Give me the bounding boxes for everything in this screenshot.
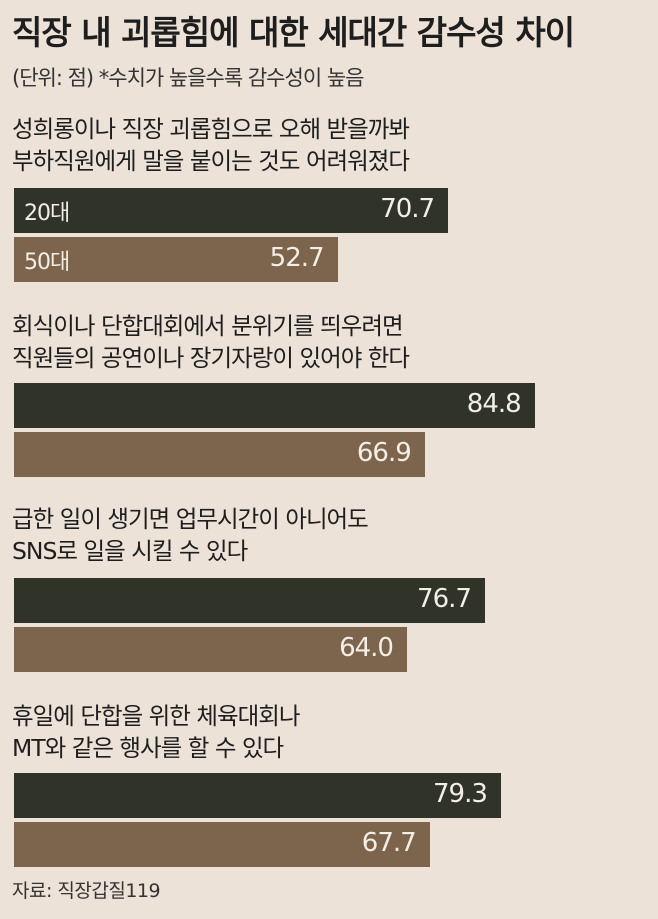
bar-20대-1: 20대 70.7	[14, 188, 449, 233]
bar-20대-4: 79.3	[14, 773, 501, 818]
category-label: 급한 일이 생기면 업무시간이 아니어도 SNS로 일을 시킬 수 있다	[12, 505, 369, 565]
bar-50대-4: 67.7	[14, 822, 430, 867]
bar-20대-3: 76.7	[14, 578, 485, 623]
data-label: 67.7	[361, 828, 417, 858]
data-label: 64.0	[339, 633, 394, 663]
data-label: 84.8	[466, 389, 522, 419]
chart-subtitle: (단위: 점) *수치가 높을수록 감수성이 높음	[12, 66, 364, 90]
data-label: 66.9	[356, 438, 412, 468]
bar-20대-2: 84.8	[14, 383, 535, 428]
category-label: 휴일에 단합을 위한 체육대회나 MT와 같은 행사를 할 수 있다	[12, 702, 300, 762]
category-label: 성희롱이나 직장 괴롭힘으로 오해 받을까봐 부하직원에게 말을 붙이는 것도 …	[12, 115, 410, 175]
series-label: 20대	[24, 201, 70, 226]
data-label: 52.7	[269, 243, 325, 273]
data-label: 79.3	[433, 779, 488, 809]
bar-50대-1: 50대 52.7	[14, 237, 338, 282]
category-label: 회식이나 단합대회에서 분위기를 띄우려면 직원들의 공연이나 장기자랑이 있어…	[12, 312, 410, 372]
bar-50대-2: 66.9	[14, 432, 425, 477]
bar-50대-3: 64.0	[14, 627, 407, 672]
data-label: 70.7	[380, 194, 435, 224]
data-label: 76.7	[417, 584, 472, 614]
source-note: 자료: 직장갑질119	[12, 880, 161, 902]
chart-title: 직장 내 괴롭힘에 대한 세대간 감수성 차이	[12, 13, 575, 52]
series-label: 50대	[24, 250, 70, 275]
